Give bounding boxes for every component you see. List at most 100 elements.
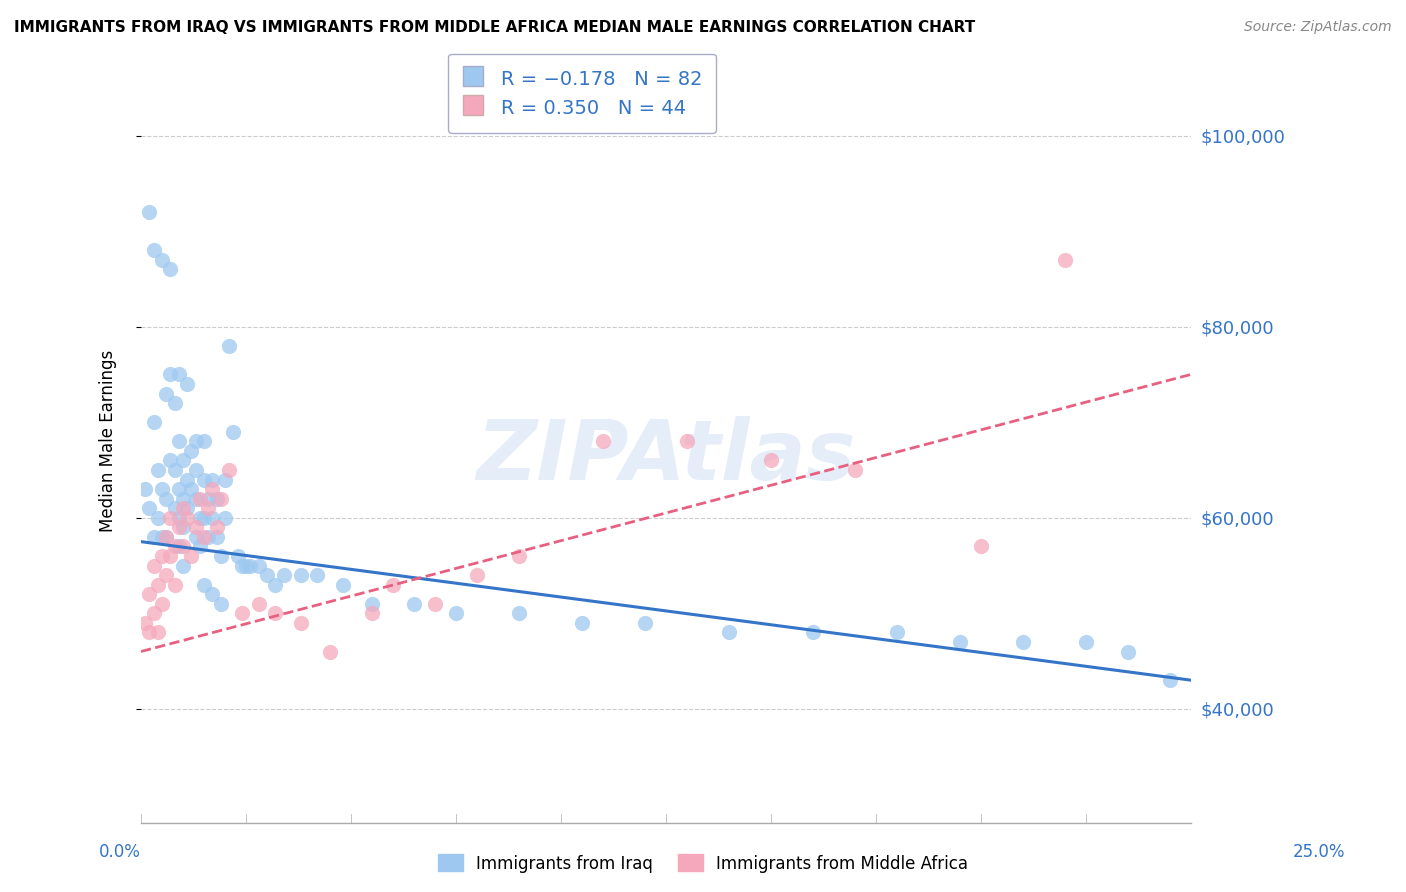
Point bbox=[163, 396, 186, 410]
Text: IMMIGRANTS FROM IRAQ VS IMMIGRANTS FROM MIDDLE AFRICA MEDIAN MALE EARNINGS CORRE: IMMIGRANTS FROM IRAQ VS IMMIGRANTS FROM … bbox=[14, 20, 976, 35]
Point bbox=[226, 549, 249, 563]
Point bbox=[247, 597, 270, 611]
Point bbox=[264, 577, 287, 591]
Point bbox=[142, 415, 165, 429]
Point bbox=[193, 510, 215, 524]
Point bbox=[290, 568, 312, 582]
Point bbox=[188, 510, 211, 524]
Point bbox=[163, 577, 186, 591]
Point bbox=[423, 597, 446, 611]
Point bbox=[844, 463, 866, 477]
Point bbox=[172, 540, 194, 554]
Point bbox=[159, 549, 181, 563]
Point bbox=[290, 615, 312, 630]
Point bbox=[138, 501, 160, 516]
Point bbox=[239, 558, 262, 573]
Point bbox=[361, 607, 384, 621]
Point bbox=[307, 568, 329, 582]
Text: 0.0%: 0.0% bbox=[98, 843, 141, 861]
Point bbox=[201, 473, 224, 487]
Point bbox=[150, 482, 173, 496]
Point bbox=[184, 463, 207, 477]
Point bbox=[172, 558, 194, 573]
Point bbox=[176, 376, 198, 391]
Point bbox=[155, 530, 177, 544]
Point bbox=[180, 482, 202, 496]
Point bbox=[138, 625, 160, 640]
Point bbox=[180, 549, 202, 563]
Point bbox=[1053, 252, 1076, 267]
Point bbox=[163, 501, 186, 516]
Point bbox=[167, 520, 190, 534]
Point bbox=[361, 597, 384, 611]
Point bbox=[188, 491, 211, 506]
Point bbox=[201, 482, 224, 496]
Point bbox=[402, 597, 425, 611]
Point bbox=[465, 568, 488, 582]
Point bbox=[231, 607, 253, 621]
Point bbox=[231, 558, 253, 573]
Point bbox=[273, 568, 295, 582]
Point bbox=[571, 615, 593, 630]
Point bbox=[172, 501, 194, 516]
Point bbox=[134, 482, 156, 496]
Point bbox=[150, 252, 173, 267]
Point bbox=[592, 434, 614, 449]
Point bbox=[214, 473, 236, 487]
Point bbox=[193, 473, 215, 487]
Text: 25.0%: 25.0% bbox=[1292, 843, 1346, 861]
Point bbox=[159, 453, 181, 467]
Point bbox=[188, 540, 211, 554]
Point bbox=[508, 607, 530, 621]
Point bbox=[180, 443, 202, 458]
Point bbox=[970, 540, 993, 554]
Point bbox=[247, 558, 270, 573]
Point bbox=[676, 434, 699, 449]
Point bbox=[150, 530, 173, 544]
Point bbox=[218, 339, 240, 353]
Point bbox=[1159, 673, 1181, 688]
Legend: R = −0.178   N = 82, R = 0.350   N = 44: R = −0.178 N = 82, R = 0.350 N = 44 bbox=[449, 54, 716, 133]
Point bbox=[332, 577, 354, 591]
Point bbox=[193, 434, 215, 449]
Y-axis label: Median Male Earnings: Median Male Earnings bbox=[100, 351, 117, 533]
Point bbox=[1012, 635, 1035, 649]
Point bbox=[142, 558, 165, 573]
Point bbox=[184, 491, 207, 506]
Point bbox=[444, 607, 467, 621]
Point bbox=[155, 386, 177, 401]
Point bbox=[197, 491, 219, 506]
Point bbox=[176, 501, 198, 516]
Point bbox=[146, 463, 169, 477]
Point bbox=[146, 577, 169, 591]
Legend: Immigrants from Iraq, Immigrants from Middle Africa: Immigrants from Iraq, Immigrants from Mi… bbox=[432, 847, 974, 880]
Point bbox=[201, 510, 224, 524]
Point bbox=[142, 530, 165, 544]
Point bbox=[146, 510, 169, 524]
Point bbox=[134, 615, 156, 630]
Point bbox=[159, 510, 181, 524]
Point bbox=[193, 577, 215, 591]
Point bbox=[142, 244, 165, 258]
Point bbox=[176, 473, 198, 487]
Point bbox=[159, 262, 181, 277]
Point bbox=[167, 540, 190, 554]
Point bbox=[205, 520, 228, 534]
Point bbox=[634, 615, 657, 630]
Point bbox=[138, 205, 160, 219]
Point bbox=[146, 625, 169, 640]
Point bbox=[209, 491, 232, 506]
Point bbox=[150, 597, 173, 611]
Point bbox=[159, 368, 181, 382]
Point bbox=[1116, 644, 1139, 658]
Point bbox=[155, 568, 177, 582]
Point bbox=[163, 540, 186, 554]
Point bbox=[150, 549, 173, 563]
Point bbox=[205, 491, 228, 506]
Point bbox=[222, 425, 245, 439]
Point bbox=[949, 635, 972, 649]
Point bbox=[193, 530, 215, 544]
Point bbox=[717, 625, 740, 640]
Point bbox=[256, 568, 278, 582]
Point bbox=[214, 510, 236, 524]
